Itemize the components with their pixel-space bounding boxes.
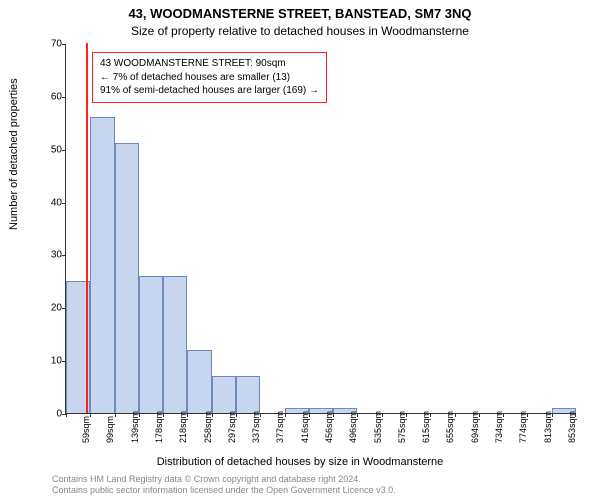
x-tick-mark <box>236 413 237 417</box>
chart-container: 43, WOODMANSTERNE STREET, BANSTEAD, SM7 … <box>0 0 600 500</box>
y-tick-label: 0 <box>34 409 62 420</box>
x-tick-mark <box>66 413 67 417</box>
plot-area: 43 WOODMANSTERNE STREET: 90sqm ← 7% of d… <box>65 44 575 414</box>
y-tick-mark <box>62 203 66 204</box>
x-tick-mark <box>90 413 91 417</box>
x-tick-mark <box>139 413 140 417</box>
property-marker-line <box>86 43 88 413</box>
footnote: Contains HM Land Registry data © Crown c… <box>52 474 396 497</box>
x-axis-label: Distribution of detached houses by size … <box>0 456 600 468</box>
x-tick-mark <box>455 413 456 417</box>
x-tick-mark <box>163 413 164 417</box>
y-tick-label: 40 <box>34 197 62 208</box>
y-axis-label: Number of detached properties <box>8 78 20 230</box>
x-tick-mark <box>333 413 334 417</box>
chart-title-main: 43, WOODMANSTERNE STREET, BANSTEAD, SM7 … <box>0 6 600 21</box>
x-tick-mark <box>212 413 213 417</box>
x-tick-mark <box>527 413 528 417</box>
y-tick-label: 60 <box>34 91 62 102</box>
x-tick-mark <box>382 413 383 417</box>
y-tick-label: 20 <box>34 303 62 314</box>
x-tick-mark <box>260 413 261 417</box>
y-tick-label: 50 <box>34 144 62 155</box>
annotation-line-2: ← 7% of detached houses are smaller (13) <box>100 71 319 85</box>
y-tick-mark <box>62 150 66 151</box>
histogram-bar <box>236 376 260 413</box>
y-tick-mark <box>62 255 66 256</box>
x-tick-mark <box>503 413 504 417</box>
x-tick-mark <box>479 413 480 417</box>
y-tick-label: 70 <box>34 39 62 50</box>
histogram-bar <box>139 276 163 413</box>
y-tick-label: 10 <box>34 356 62 367</box>
histogram-bar <box>115 143 139 413</box>
x-tick-mark <box>357 413 358 417</box>
y-tick-label: 30 <box>34 250 62 261</box>
footnote-line-2: Contains public sector information licen… <box>52 485 396 496</box>
x-tick-mark <box>575 413 576 417</box>
chart-title-sub: Size of property relative to detached ho… <box>0 24 600 38</box>
x-tick-mark <box>552 413 553 417</box>
y-tick-mark <box>62 44 66 45</box>
x-tick-mark <box>309 413 310 417</box>
histogram-bar <box>90 117 114 413</box>
x-tick-label: 59sqm <box>81 416 91 443</box>
x-tick-label: 99sqm <box>105 416 115 443</box>
y-tick-mark <box>62 97 66 98</box>
footnote-line-1: Contains HM Land Registry data © Crown c… <box>52 474 396 485</box>
histogram-bar <box>212 376 236 413</box>
annotation-line-3: 91% of semi-detached houses are larger (… <box>100 84 319 98</box>
x-tick-mark <box>187 413 188 417</box>
histogram-bar <box>187 350 211 413</box>
x-tick-mark <box>406 413 407 417</box>
x-tick-mark <box>115 413 116 417</box>
annotation-box: 43 WOODMANSTERNE STREET: 90sqm ← 7% of d… <box>92 52 327 103</box>
x-tick-mark <box>285 413 286 417</box>
histogram-bar <box>163 276 187 413</box>
annotation-line-1: 43 WOODMANSTERNE STREET: 90sqm <box>100 57 319 71</box>
x-tick-mark <box>430 413 431 417</box>
